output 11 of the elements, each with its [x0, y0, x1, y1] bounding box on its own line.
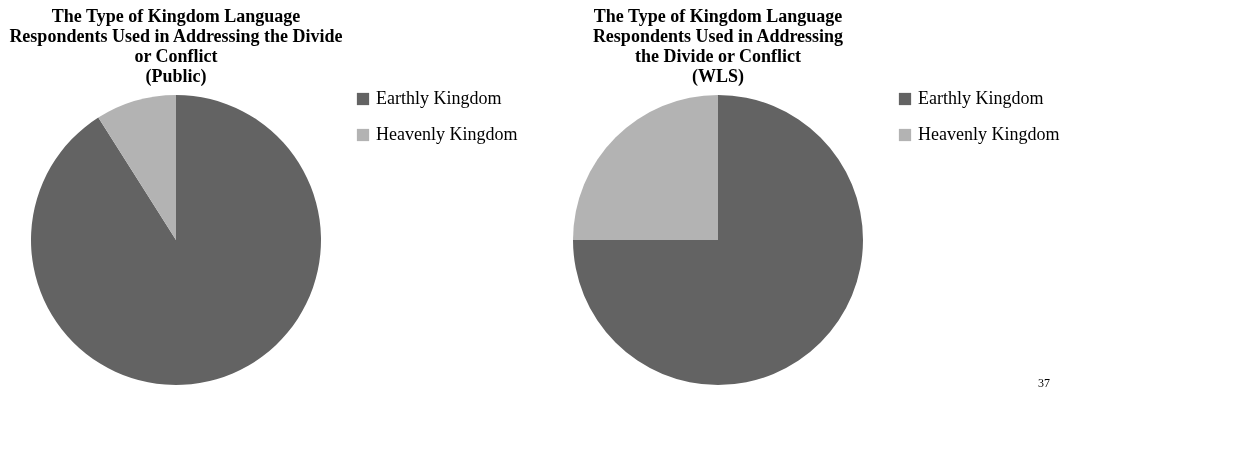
pie-slice — [31, 95, 321, 385]
pie-slice — [573, 95, 863, 385]
chart-title: The Type of Kingdom Language Respondents Used in Addressing the Divide or Conflict (WLS) — [592, 6, 844, 87]
legend-label: Earthly Kingdom — [376, 88, 502, 108]
chart-title: The Type of Kingdom Language Respondents Used in Addressing the Divide or Conflict (Public) — [9, 6, 343, 87]
legend-label: Earthly Kingdom — [918, 88, 1044, 108]
pie-slice — [98, 95, 176, 240]
legend-label: Heavenly Kingdom — [376, 124, 518, 144]
text: 37 — [1038, 376, 1050, 390]
pie-slice — [573, 95, 718, 240]
legend-label: Heavenly Kingdom — [918, 124, 1060, 144]
